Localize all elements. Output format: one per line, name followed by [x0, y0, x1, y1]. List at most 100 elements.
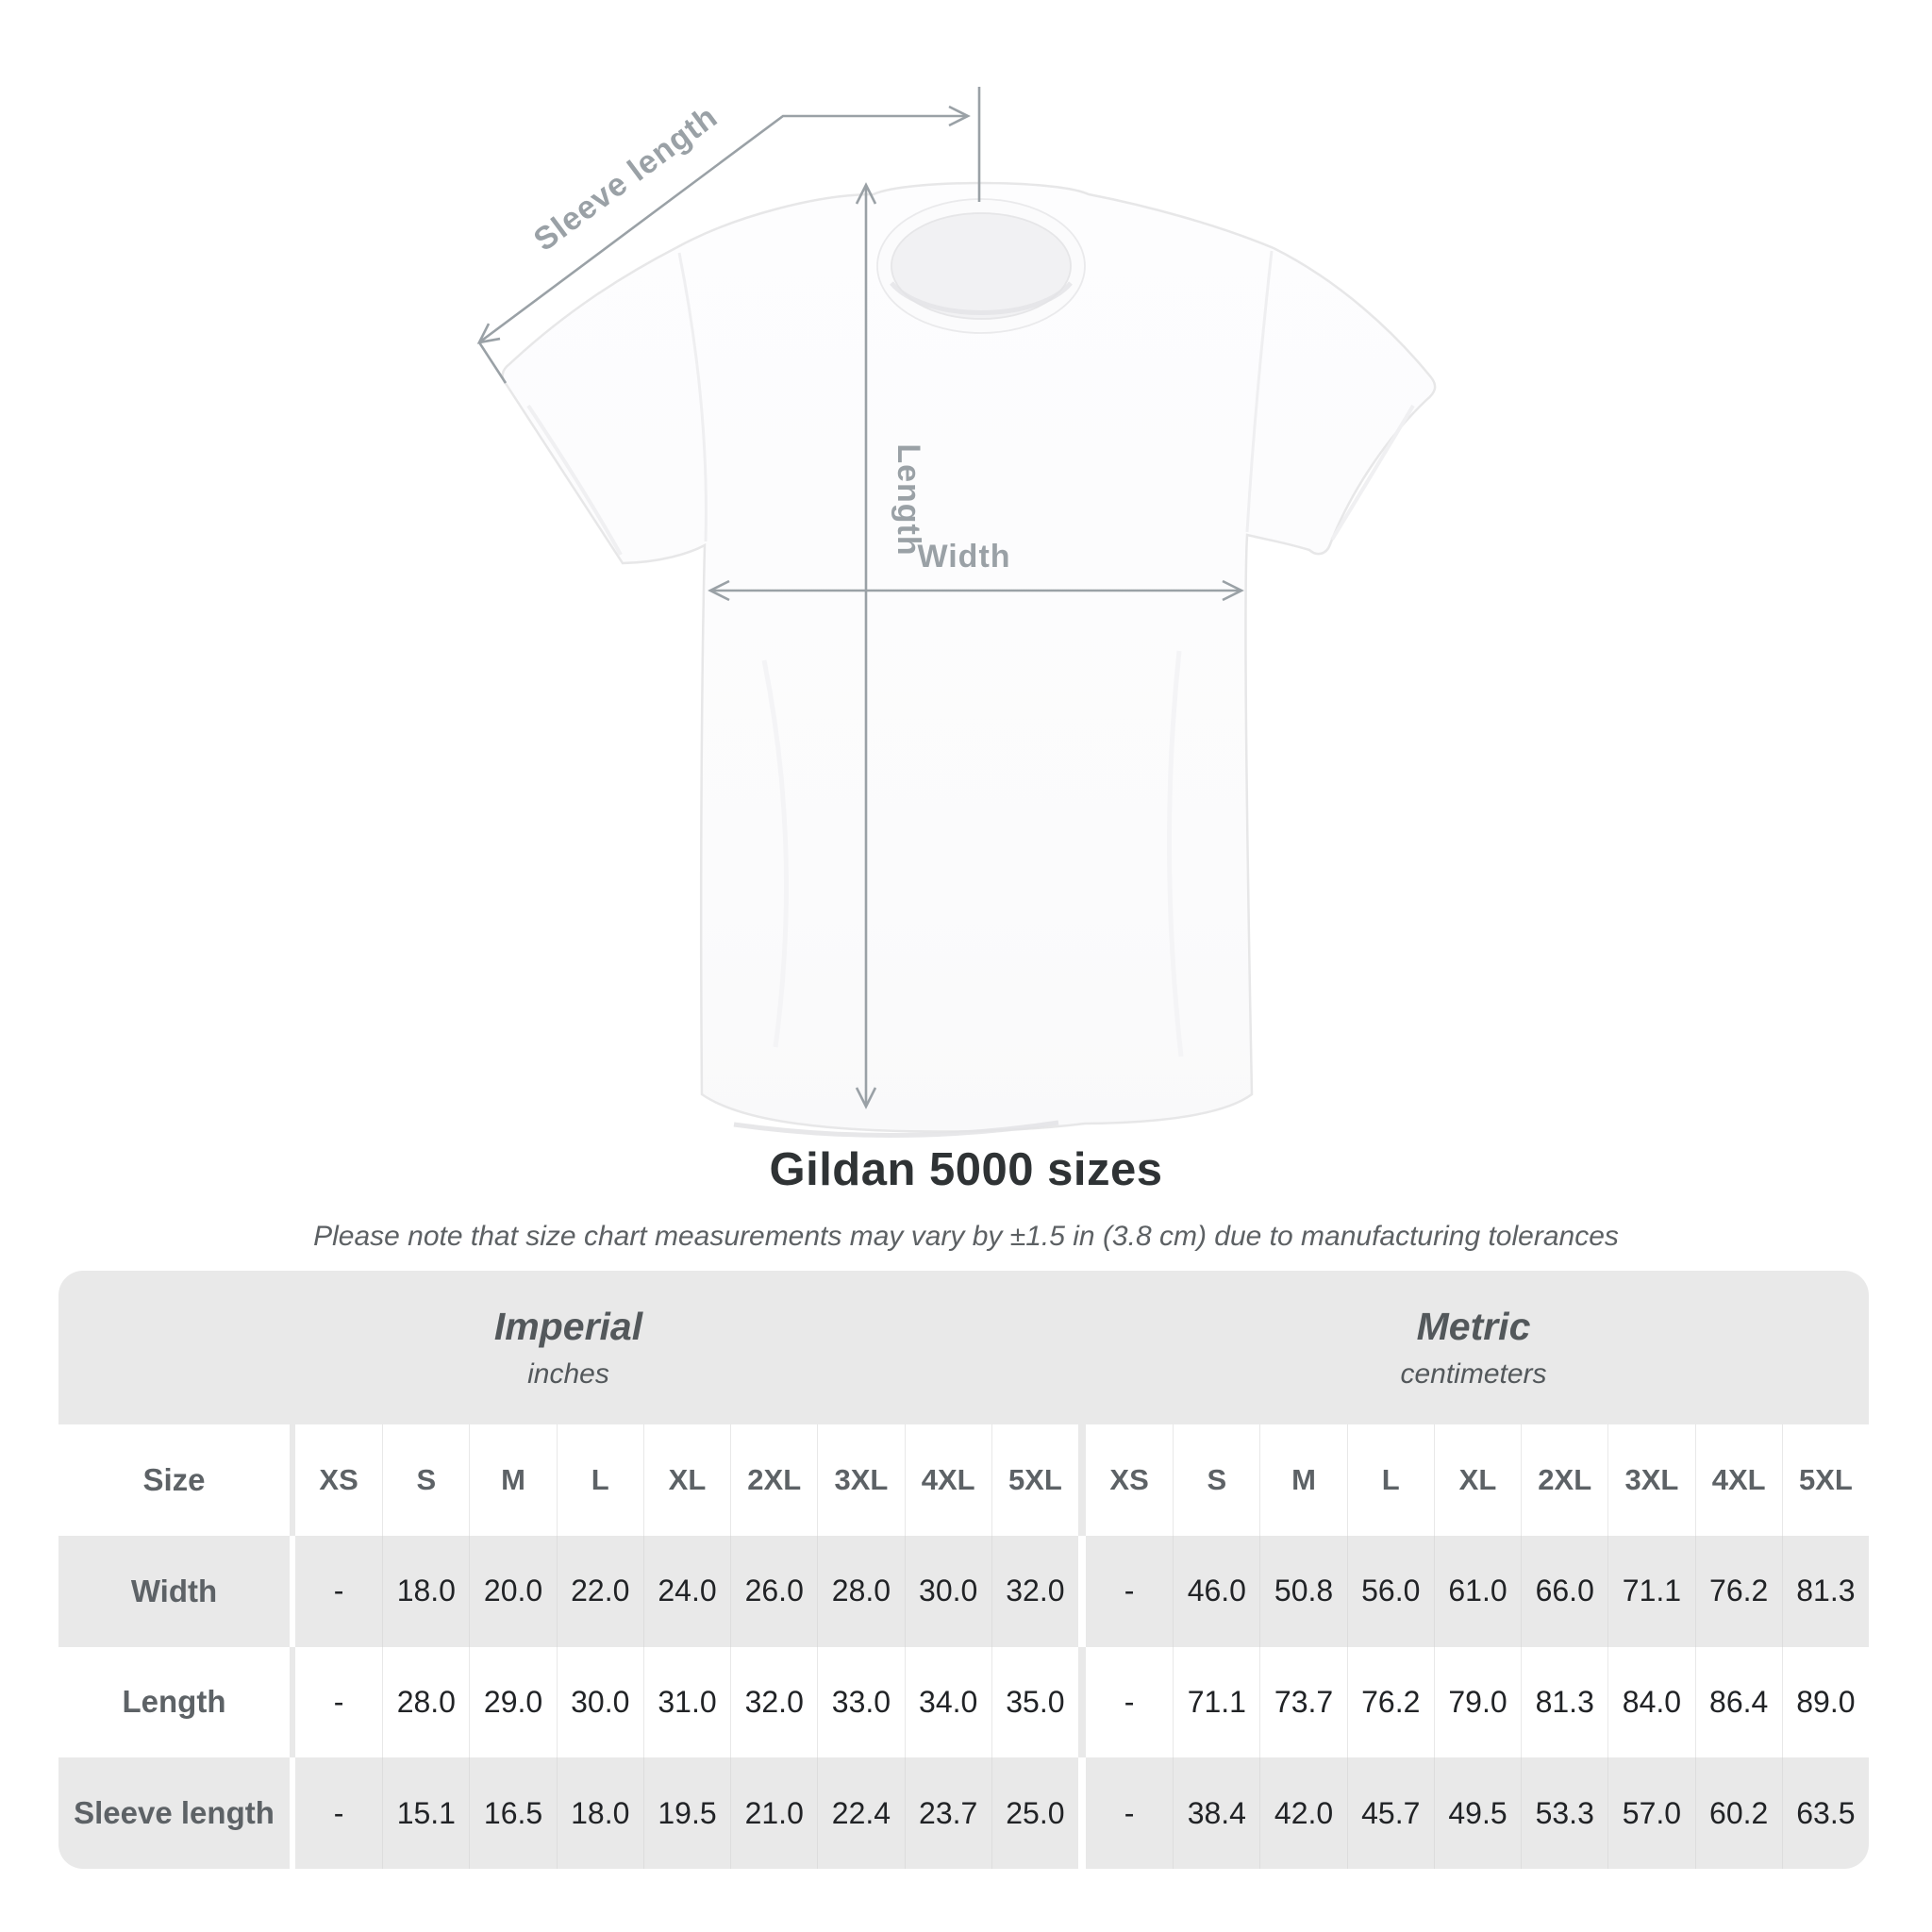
size-header: XL [1433, 1424, 1522, 1536]
value-cell: 31.0 [642, 1646, 731, 1758]
value-cell: 71.1 [1607, 1535, 1695, 1647]
value-cell: 57.0 [1607, 1757, 1695, 1869]
value-cell: - [295, 1757, 383, 1869]
value-cell: 50.8 [1259, 1535, 1347, 1647]
size-header: 4XL [1694, 1424, 1782, 1536]
size-header: 2XL [730, 1424, 818, 1536]
value-cell: 15.1 [382, 1757, 470, 1869]
value-cell: 38.4 [1173, 1757, 1260, 1869]
size-header: 3XL [817, 1424, 905, 1536]
row-label: Length [58, 1646, 290, 1758]
column-gap [290, 1424, 295, 1536]
metric-label: Metric [1416, 1305, 1531, 1348]
value-cell: 19.5 [642, 1757, 731, 1869]
group-gap [1077, 1646, 1086, 1758]
tshirt-image [501, 181, 1437, 1139]
value-cell: 34.0 [904, 1646, 991, 1758]
value-cell: 73.7 [1259, 1646, 1347, 1758]
value-cell: - [1085, 1535, 1174, 1647]
group-gap [1077, 1535, 1086, 1647]
size-header: XS [1085, 1424, 1174, 1536]
value-cell: 76.2 [1694, 1535, 1782, 1647]
length-label: Length [891, 443, 926, 556]
body-wrinkle-right [1166, 650, 1184, 1058]
size-header: 5XL [991, 1424, 1078, 1536]
value-cell: - [295, 1646, 383, 1758]
value-cell: 63.5 [1781, 1757, 1869, 1869]
sleeve-length-arrow [476, 105, 971, 344]
value-cell: 28.0 [817, 1535, 905, 1647]
tshirt-diagram: Sleeve length Length Width [476, 87, 1437, 1139]
imperial-unit: inches [527, 1358, 609, 1390]
tshirt-silhouette [501, 181, 1437, 1133]
value-cell: 32.0 [991, 1535, 1078, 1647]
value-cell: 81.3 [1781, 1535, 1869, 1647]
metric-group-header: Metric centimeters [1078, 1271, 1869, 1424]
value-cell: 30.0 [904, 1535, 991, 1647]
table-row-sleeve-length: Sleeve length - 15.1 16.5 18.0 19.5 21.0… [58, 1757, 1869, 1869]
imperial-label: Imperial [493, 1305, 643, 1348]
value-cell: 29.0 [469, 1646, 557, 1758]
value-cell: 28.0 [382, 1646, 470, 1758]
value-cell: 56.0 [1346, 1535, 1434, 1647]
sleeve-extension-line [477, 341, 508, 384]
value-cell: 24.0 [642, 1535, 731, 1647]
value-cell: 49.5 [1433, 1757, 1522, 1869]
value-cell: 81.3 [1521, 1646, 1608, 1758]
value-cell: 25.0 [991, 1757, 1078, 1869]
value-cell: 21.0 [730, 1757, 818, 1869]
value-cell: 26.0 [730, 1535, 818, 1647]
value-cell: - [1085, 1757, 1174, 1869]
page-subtitle: Please note that size chart measurements… [313, 1221, 1619, 1252]
value-cell: 42.0 [1259, 1757, 1347, 1869]
body-wrinkle-left [761, 659, 790, 1048]
size-header: S [1173, 1424, 1260, 1536]
size-header: L [556, 1424, 643, 1536]
value-cell: - [295, 1535, 383, 1647]
group-gap [1077, 1757, 1086, 1869]
group-gap [1077, 1424, 1086, 1536]
size-header-row: Size XS S M L XL 2XL 3XL 4XL 5XL XS S M … [58, 1424, 1869, 1536]
size-header: 3XL [1607, 1424, 1695, 1536]
unit-header-band: Imperial inches Metric centimeters [58, 1271, 1869, 1424]
imperial-group-header: Imperial inches [58, 1271, 1078, 1424]
right-cuff-shadow [1330, 404, 1415, 541]
value-cell: 71.1 [1173, 1646, 1260, 1758]
value-cell: 22.4 [817, 1757, 905, 1869]
size-header: S [382, 1424, 470, 1536]
value-cell: 30.0 [556, 1646, 643, 1758]
value-cell: 84.0 [1607, 1646, 1695, 1758]
size-header: L [1346, 1424, 1434, 1536]
size-table: Imperial inches Metric centimeters Size … [58, 1271, 1869, 1869]
value-cell: 33.0 [817, 1646, 905, 1758]
size-header: 2XL [1521, 1424, 1608, 1536]
measurement-annotations [476, 87, 1244, 1109]
value-cell: 35.0 [991, 1646, 1078, 1758]
value-cell: 45.7 [1346, 1757, 1434, 1869]
value-cell: 66.0 [1521, 1535, 1608, 1647]
size-header: 5XL [1781, 1424, 1869, 1536]
width-label: Width [917, 539, 1010, 575]
value-cell: 18.0 [556, 1757, 643, 1869]
value-cell: 79.0 [1433, 1646, 1522, 1758]
value-cell: 61.0 [1433, 1535, 1522, 1647]
size-header: XL [642, 1424, 731, 1536]
table-row-width: Width - 18.0 20.0 22.0 24.0 26.0 28.0 30… [58, 1535, 1869, 1647]
size-header: XS [295, 1424, 383, 1536]
size-header: M [1259, 1424, 1347, 1536]
value-cell: 20.0 [469, 1535, 557, 1647]
value-cell: - [1085, 1646, 1174, 1758]
right-armhole-seam [1245, 250, 1274, 533]
table-row-length: Length - 28.0 29.0 30.0 31.0 32.0 33.0 3… [58, 1646, 1869, 1758]
hem-shadow [733, 1120, 1059, 1139]
row-label: Sleeve length [58, 1757, 290, 1869]
row-label: Width [58, 1535, 290, 1647]
value-cell: 32.0 [730, 1646, 818, 1758]
value-cell: 76.2 [1346, 1646, 1434, 1758]
size-header: 4XL [904, 1424, 991, 1536]
value-cell: 89.0 [1781, 1646, 1869, 1758]
column-gap [290, 1535, 295, 1647]
left-cuff-shadow [526, 404, 623, 556]
page-title: Gildan 5000 sizes [769, 1144, 1163, 1195]
column-gap [290, 1646, 295, 1758]
